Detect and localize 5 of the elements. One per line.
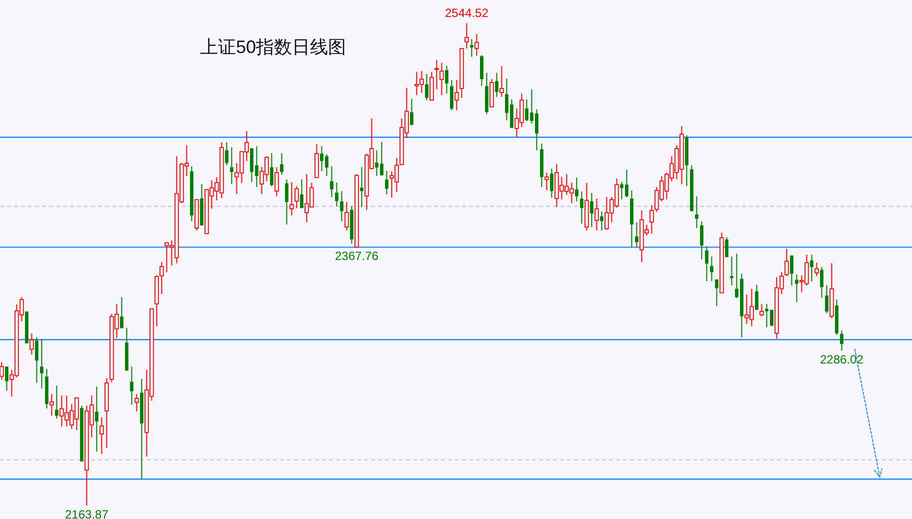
- annotation: 2163.87: [65, 508, 109, 519]
- annotation: 2544.52: [445, 6, 489, 20]
- annotation: 2286.02: [820, 352, 864, 367]
- text: 上证50指数日线图: [200, 37, 346, 57]
- annotation: 2367.76: [335, 249, 379, 264]
